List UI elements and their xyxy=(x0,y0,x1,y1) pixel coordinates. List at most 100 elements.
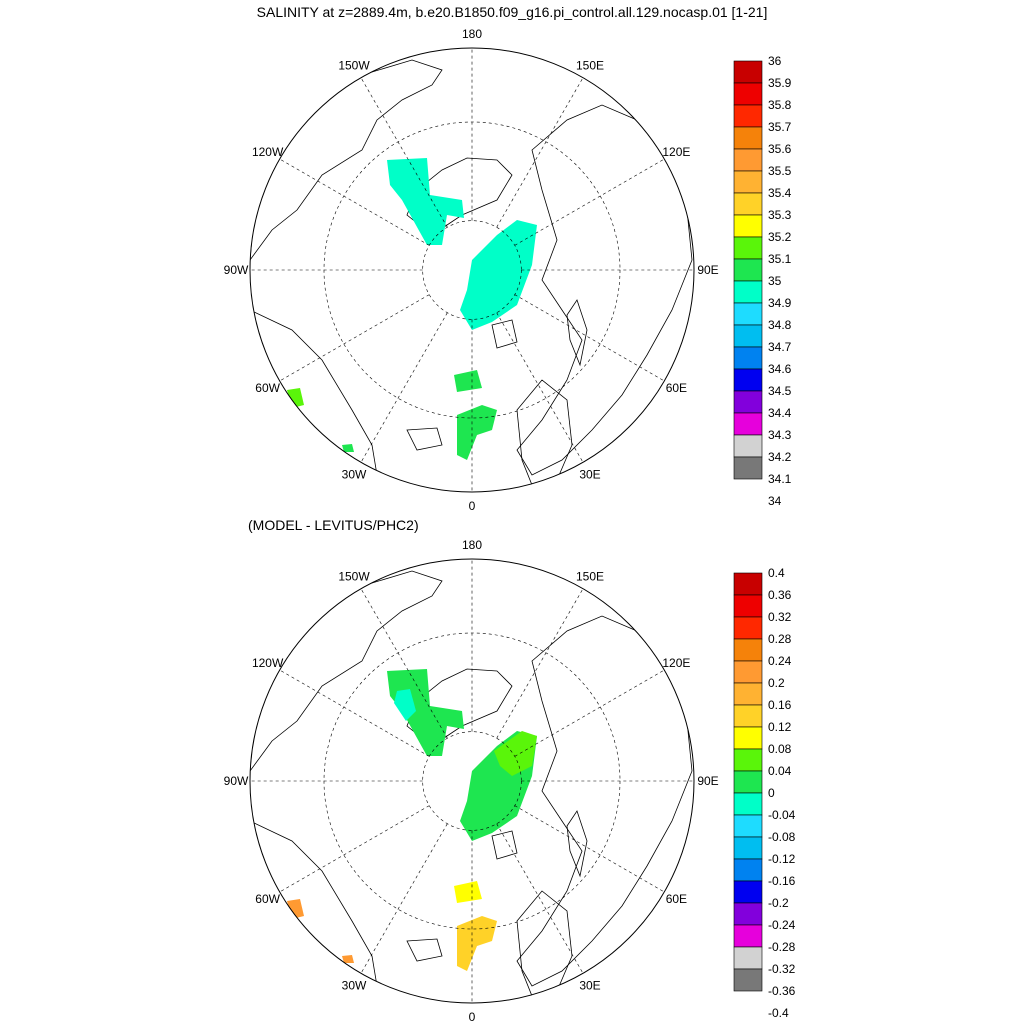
colorbar-tick-label: 0 xyxy=(768,786,775,800)
colorbar-tick-label: 34.7 xyxy=(768,340,792,354)
colorbar-swatch xyxy=(733,902,763,926)
longitude-label: 30E xyxy=(579,978,600,992)
colorbar-tick-label: 35.4 xyxy=(768,186,792,200)
colorbar-swatch xyxy=(733,748,763,772)
data-region: Eurasian Basin: 34.9-35 xyxy=(460,220,537,330)
coastline xyxy=(491,319,518,349)
coastline xyxy=(406,427,443,451)
longitude-label: 90E xyxy=(697,774,718,788)
colorbar-swatch xyxy=(733,258,763,282)
colorbar-swatch xyxy=(733,280,763,304)
coastline xyxy=(516,615,693,987)
colorbar-swatch xyxy=(733,726,763,750)
colorbar-swatch xyxy=(733,572,763,596)
colorbar-tick-label: 0.12 xyxy=(768,720,792,734)
longitude-label: 90E xyxy=(697,263,718,277)
colorbar-tick-label: 34.4 xyxy=(768,406,792,420)
colorbar-tick-label: 36 xyxy=(768,54,782,68)
map-border xyxy=(249,558,695,1004)
colorbar-swatch xyxy=(733,770,763,794)
colorbar-swatch xyxy=(733,412,763,436)
colorbar-tick-label: 35.5 xyxy=(768,164,792,178)
data-region: Greenland Sea: 35-35.1 xyxy=(457,405,497,460)
data-region: Fram Strait: 0.08-0.12 xyxy=(454,881,482,903)
longitude-label: 60E xyxy=(666,381,687,395)
colorbar-swatch xyxy=(733,660,763,684)
colorbar-swatch xyxy=(733,814,763,838)
colorbar-tick-label: 35.8 xyxy=(768,98,792,112)
colorbar-swatch xyxy=(733,836,763,860)
colorbar-tick-label: 0.32 xyxy=(768,610,792,624)
colorbar-swatch xyxy=(733,638,763,662)
coastline xyxy=(516,379,573,486)
longitude-label: 150E xyxy=(576,59,604,73)
colorbar-swatch xyxy=(733,434,763,458)
colorbar-tick-label: -0.24 xyxy=(768,918,796,932)
colorbar-swatch xyxy=(733,456,763,480)
coastline xyxy=(566,299,588,367)
longitude-label: 120W xyxy=(252,145,284,159)
colorbar-tick-label: -0.28 xyxy=(768,940,796,954)
data-region: Eurasian Basin east: 0.04-0.08 xyxy=(494,731,537,776)
colorbar-swatch xyxy=(733,594,763,618)
colorbar-tick-label: 34.2 xyxy=(768,450,792,464)
colorbar-tick-label: 0.24 xyxy=(768,654,792,668)
colorbar-tick-label: -0.36 xyxy=(768,984,796,998)
colorbar-tick-label: 0.4 xyxy=(768,566,785,580)
data-region: North Atlantic: 0.2-0.24 xyxy=(342,955,354,963)
meridian-line xyxy=(496,312,584,463)
colorbar-tick-label: 35 xyxy=(768,274,782,288)
meridian-line xyxy=(279,805,430,893)
colorbar-swatch xyxy=(733,82,763,106)
coastline xyxy=(516,890,573,997)
longitude-label: 60W xyxy=(255,381,280,395)
colorbar-tick-label: 0.04 xyxy=(768,764,792,778)
colorbar-tick-label: -0.08 xyxy=(768,830,796,844)
longitude-label: 150W xyxy=(338,570,370,584)
figure-title: SALINITY at z=2889.4m, b.e20.B1850.f09_g… xyxy=(257,4,768,20)
colorbar-tick-label: 34.8 xyxy=(768,318,792,332)
meridian-line xyxy=(514,294,665,382)
map-disc: Canada Basin: 0-0.04Canada Basin edge: -… xyxy=(250,570,693,997)
colorbar-swatch xyxy=(733,192,763,216)
data-region: Canada Basin: 34.9-35 xyxy=(387,158,464,245)
colorbar-swatch xyxy=(733,704,763,728)
colorbar-swatch xyxy=(733,60,763,84)
difference-colorbar: 0.4 0.36 0.32 0.28 0.24 0.2 0.16 0.12 0.08 0.04 0 -… xyxy=(733,566,796,1020)
colorbar-tick-label: 0.08 xyxy=(768,742,792,756)
longitude-label: 120E xyxy=(662,145,690,159)
colorbar-swatch xyxy=(733,126,763,150)
colorbar-swatch xyxy=(733,214,763,238)
meridian-line xyxy=(279,158,430,246)
coastline xyxy=(566,810,588,878)
meridian-line xyxy=(279,294,430,382)
map-disc: Canada Basin: 34.9-35Eurasian Basin: 34.… xyxy=(250,59,693,486)
colorbar-swatch xyxy=(733,368,763,392)
colorbar-swatch xyxy=(733,302,763,326)
colorbar-swatch xyxy=(733,616,763,640)
colorbar-tick-label: -0.04 xyxy=(768,808,796,822)
colorbar-tick-label: -0.12 xyxy=(768,852,796,866)
meridian-line xyxy=(496,77,584,228)
meridian-line xyxy=(360,77,448,228)
longitude-label: 180 xyxy=(462,538,482,552)
data-region: Fram Strait: 35-35.1 xyxy=(454,370,482,392)
colorbar-tick-label: 34.6 xyxy=(768,362,792,376)
longitude-label: 60E xyxy=(666,892,687,906)
colorbar-swatch xyxy=(733,946,763,970)
colorbar-swatch xyxy=(733,968,763,992)
map-border xyxy=(249,47,695,493)
colorbar-swatch xyxy=(733,390,763,414)
colorbar-tick-label: -0.32 xyxy=(768,962,796,976)
data-region: Canada Basin: 0-0.04 xyxy=(387,669,464,756)
longitude-label: 0 xyxy=(469,499,476,513)
colorbar-tick-label: 35.6 xyxy=(768,142,792,156)
meridian-line xyxy=(360,588,448,739)
meridian-line xyxy=(496,823,584,974)
meridian-line xyxy=(514,669,665,757)
meridian-line xyxy=(496,588,584,739)
colorbar-swatch xyxy=(733,324,763,348)
longitude-label: 120E xyxy=(662,656,690,670)
longitude-label: 150E xyxy=(576,570,604,584)
